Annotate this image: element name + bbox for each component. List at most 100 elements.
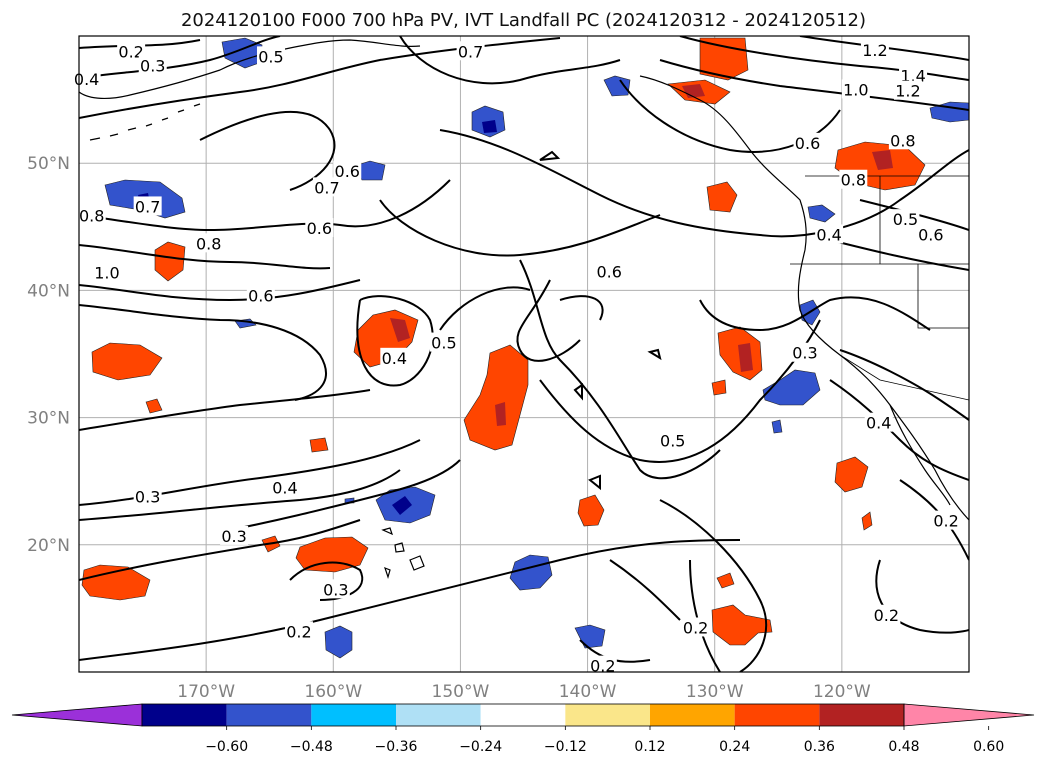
us-west-coastline [797,249,969,521]
contour-label: 0.2 [286,622,311,641]
colorbar-extend-low [11,703,143,727]
state-borders [790,175,969,401]
contour-label: 0.2 [118,42,143,61]
contour-label: 0.2 [933,512,958,531]
colorbar-tick-label: −0.24 [459,739,502,755]
contour-label-bg [256,46,285,66]
pv-anomaly-shading [81,37,969,659]
contour-label-bg [864,412,893,432]
pv-negative-core [482,120,497,133]
contour-label: 0.5 [258,47,283,66]
pv-negative-patch [929,101,969,123]
coastlines [79,39,969,580]
latitude-labels: 20°N 30°N 40°N 50°N [27,154,70,556]
pv-positive-core [495,402,506,426]
contour-label: 0.8 [196,234,221,253]
map-plot: 0.20.30.40.5 0.7 1.21.41.0 1.20.80.60.80.50… [27,35,970,700]
contour-label: 1.2 [895,82,920,101]
pv-positive-patch [295,536,369,573]
map-frame [78,35,970,673]
contour-label-bg [77,205,106,225]
lon-tick-label: 120°W [813,682,871,700]
contour-label-bg [138,55,167,75]
contour-label: 0.6 [335,162,360,181]
contour-label-bg [133,196,162,216]
contour-label: 0.7 [135,197,160,216]
contour-label-bg [793,132,822,152]
lat-tick-label: 40°N [27,281,70,301]
contour-label-bg [891,209,920,229]
pv-positive-patch [309,437,329,453]
contour-label: 0.6 [795,134,820,153]
map-title: 2024120100 F000 700 hPa PV, IVT Landfall… [180,10,867,31]
pv-positive-patch [699,37,749,81]
pv-positive-patch [577,494,605,527]
contour-label-bg [456,41,485,61]
lon-tick-label: 160°W [304,682,362,700]
baja-coastline [889,404,951,506]
colorbar-segment [311,704,396,726]
lon-tick-label: 150°W [432,682,490,700]
contour-label-bg [321,579,350,599]
contour-label: 0.8 [890,131,915,150]
gridlines [79,36,969,672]
colorbar-segment [650,704,735,726]
contour-label: 0.6 [248,286,273,305]
contour-label-bg [429,332,458,352]
colorbar-tick-label: 0.24 [719,739,750,755]
contour-label: 0.5 [893,210,918,229]
colorbar-tick-labels: −0.60 −0.48 −0.36 −0.24 −0.12 0.12 0.24 0.36 0.4… [205,726,1004,755]
contour-label: 0.4 [74,70,99,89]
contour-label-bg [872,604,901,624]
colorbar-segment [565,704,650,726]
contour-label: 1.2 [862,41,887,60]
pv-positive-patch [154,241,186,282]
contour-label: 0.3 [792,344,817,363]
colorbar-frame [141,703,905,727]
contour-label-bg [284,621,313,641]
contour-label: 0.2 [590,657,615,676]
colorbar-tick-label: 0.12 [634,739,665,755]
contour-label: 0.8 [841,171,866,190]
contour-label: 0.6 [918,225,943,244]
colorbar-segments [11,703,1035,727]
contour-label-bg [270,477,299,497]
pv-positive-patch [145,398,163,414]
colorbar-tick-label: 0.60 [973,739,1004,755]
colorbar-segment [142,704,227,726]
aleutian-islands [89,103,201,141]
contour-label: 0.7 [458,42,483,61]
contour-label-bg [658,430,687,450]
contour-label-bg [860,39,889,59]
contour-labels: 0.20.30.40.5 0.7 1.21.41.0 1.20.80.60.80.50… [72,39,961,676]
contour-label: 1.4 [900,66,925,85]
pv-negative-patch [762,369,821,406]
contour-label-bg [595,261,624,281]
pv-positive-core [738,343,753,372]
contour-label: 0.5 [660,431,685,450]
pv-positive-core [390,318,410,342]
contour-label: 0.2 [683,618,708,637]
colorbar-segment [226,704,312,726]
contour-label: 0.4 [866,414,891,433]
contour-label: 0.3 [135,487,160,506]
colorbar-segment [396,704,481,726]
contour-label-bg [839,169,868,189]
hawaii-islands [381,527,425,580]
lat-tick-label: 20°N [27,536,70,556]
contour-label: 0.5 [431,334,456,353]
pv-positive-patch [716,572,735,589]
contour-label: 0.6 [596,262,621,281]
pv-negative-patch [807,204,836,223]
contour-label: 0.3 [140,56,165,75]
contour-label: 0.2 [874,606,899,625]
contour-label-bg [899,65,928,85]
contour-label-bg [888,130,917,150]
lat-tick-label: 50°N [27,154,70,174]
contour-label-bg [841,79,870,99]
canada-coastline [639,75,807,251]
pv-positive-patch [91,342,163,381]
contour-label-bg [588,655,617,675]
colorbar-tick-label: −0.12 [544,739,587,755]
pv-positive-patch [861,511,873,531]
